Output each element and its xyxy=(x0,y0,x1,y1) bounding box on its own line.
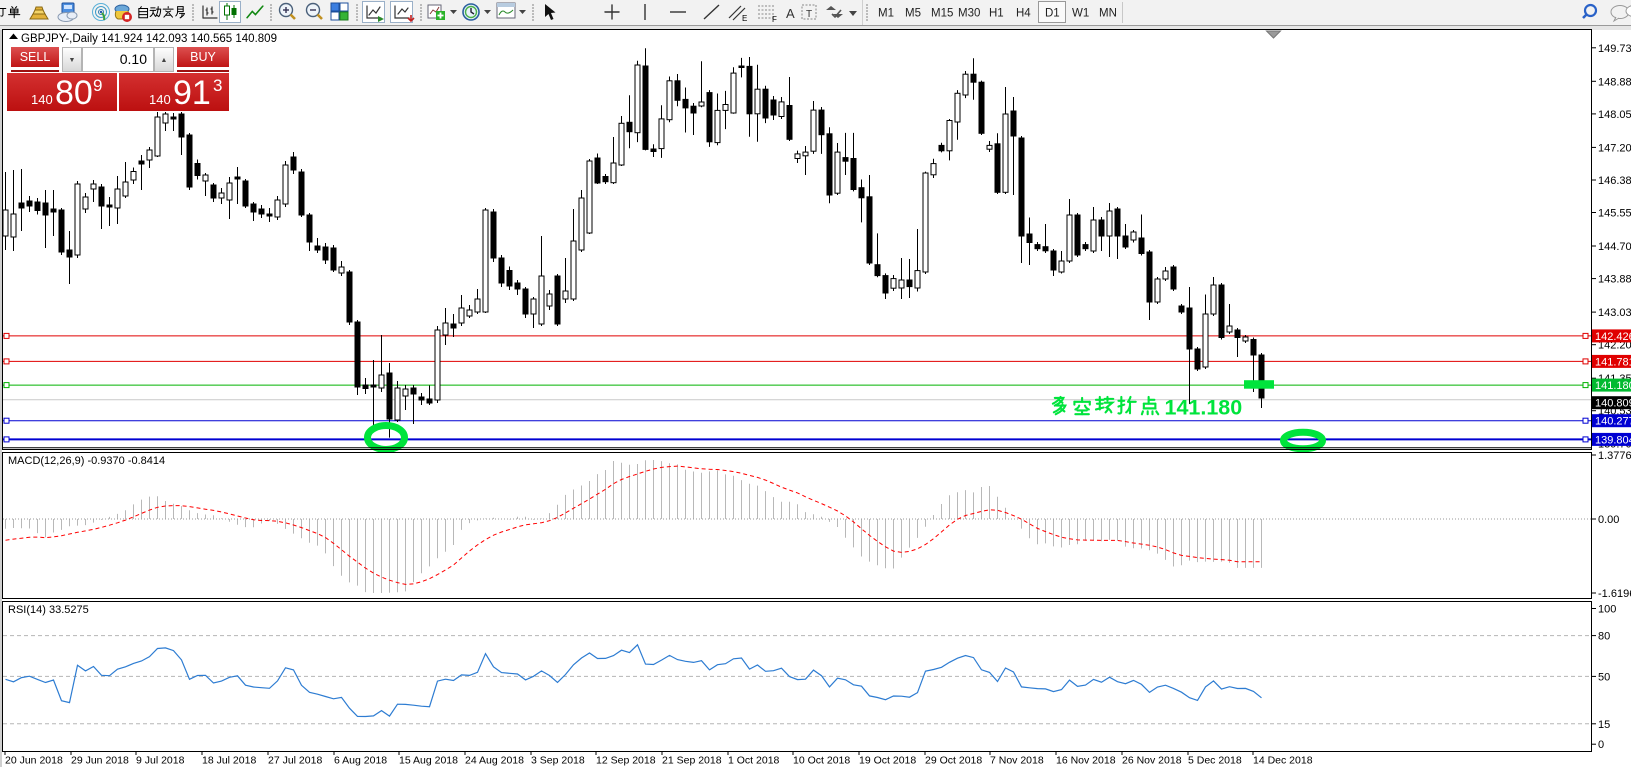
svg-text:148.055: 148.055 xyxy=(1598,109,1631,121)
svg-text:M15: M15 xyxy=(931,8,953,20)
svg-text:140.809: 140.809 xyxy=(1595,398,1631,410)
svg-text:M1: M1 xyxy=(878,8,894,20)
svg-text:15 Aug 2018: 15 Aug 2018 xyxy=(399,755,458,767)
svg-text:142.205: 142.205 xyxy=(1598,340,1631,352)
svg-text:16 Nov 2018: 16 Nov 2018 xyxy=(1056,755,1116,767)
svg-text:141.180: 141.180 xyxy=(1165,396,1243,420)
svg-text:143.030: 143.030 xyxy=(1598,307,1631,319)
svg-text:148.880: 148.880 xyxy=(1598,76,1631,88)
svg-text:100: 100 xyxy=(1598,604,1616,616)
svg-text:GBPJPY-,Daily 141.924 142.093: GBPJPY-,Daily 141.924 142.093 140.565 14… xyxy=(21,33,277,45)
svg-text:6 Aug 2018: 6 Aug 2018 xyxy=(334,755,387,767)
svg-text:20 Jun 2018: 20 Jun 2018 xyxy=(5,755,63,767)
svg-text:18 Jul 2018: 18 Jul 2018 xyxy=(202,755,256,767)
svg-text:7 Nov 2018: 7 Nov 2018 xyxy=(990,755,1044,767)
svg-text:27 Jul 2018: 27 Jul 2018 xyxy=(268,755,322,767)
svg-text:MACD(12,26,9) -0.9370 -0.8414: MACD(12,26,9) -0.9370 -0.8414 xyxy=(8,455,165,467)
svg-text:140.277: 140.277 xyxy=(1595,416,1631,428)
svg-text:146.380: 146.380 xyxy=(1598,175,1631,187)
svg-text:5 Dec 2018: 5 Dec 2018 xyxy=(1188,755,1242,767)
svg-text:29 Oct 2018: 29 Oct 2018 xyxy=(925,755,982,767)
svg-text:T: T xyxy=(806,9,812,20)
svg-text:1 Oct 2018: 1 Oct 2018 xyxy=(728,755,780,767)
svg-text:W1: W1 xyxy=(1072,8,1089,20)
svg-text:149.730: 149.730 xyxy=(1598,43,1631,55)
svg-text:50: 50 xyxy=(1598,671,1610,683)
svg-text:145.555: 145.555 xyxy=(1598,208,1631,220)
svg-text:147.205: 147.205 xyxy=(1598,142,1631,154)
svg-text:26 Nov 2018: 26 Nov 2018 xyxy=(1122,755,1182,767)
svg-text:143.880: 143.880 xyxy=(1598,274,1631,286)
svg-text:A: A xyxy=(786,6,795,21)
svg-text:D1: D1 xyxy=(1045,8,1060,20)
svg-text:19 Oct 2018: 19 Oct 2018 xyxy=(859,755,916,767)
svg-text:142.426: 142.426 xyxy=(1595,331,1631,343)
svg-text:0.00: 0.00 xyxy=(1598,514,1619,526)
svg-text:E: E xyxy=(742,14,747,23)
svg-text:21 Sep 2018: 21 Sep 2018 xyxy=(662,755,722,767)
svg-text:12 Sep 2018: 12 Sep 2018 xyxy=(596,755,656,767)
svg-text:10 Oct 2018: 10 Oct 2018 xyxy=(793,755,850,767)
svg-text:0: 0 xyxy=(1598,739,1604,751)
svg-text:139.804: 139.804 xyxy=(1595,434,1631,446)
svg-text:F: F xyxy=(772,15,777,24)
svg-text:14 Dec 2018: 14 Dec 2018 xyxy=(1253,755,1313,767)
svg-text:144.705: 144.705 xyxy=(1598,241,1631,253)
svg-text:29 Jun 2018: 29 Jun 2018 xyxy=(71,755,129,767)
svg-text:H4: H4 xyxy=(1016,8,1031,20)
svg-text:3 Sep 2018: 3 Sep 2018 xyxy=(531,755,585,767)
svg-text:-1.6196: -1.6196 xyxy=(1598,588,1631,600)
svg-text:15: 15 xyxy=(1598,719,1610,731)
svg-text:H1: H1 xyxy=(989,8,1004,20)
svg-text:24 Aug 2018: 24 Aug 2018 xyxy=(465,755,524,767)
svg-text:141.180: 141.180 xyxy=(1595,380,1631,392)
svg-text:141.781: 141.781 xyxy=(1595,356,1631,368)
svg-text:9 Jul 2018: 9 Jul 2018 xyxy=(136,755,185,767)
svg-text:RSI(14) 33.5275: RSI(14) 33.5275 xyxy=(8,604,89,616)
svg-text:M30: M30 xyxy=(958,8,980,20)
svg-text:1.3776: 1.3776 xyxy=(1598,450,1631,462)
svg-text:M5: M5 xyxy=(905,8,921,20)
svg-text:MN: MN xyxy=(1099,8,1117,20)
svg-text:80: 80 xyxy=(1598,631,1610,643)
